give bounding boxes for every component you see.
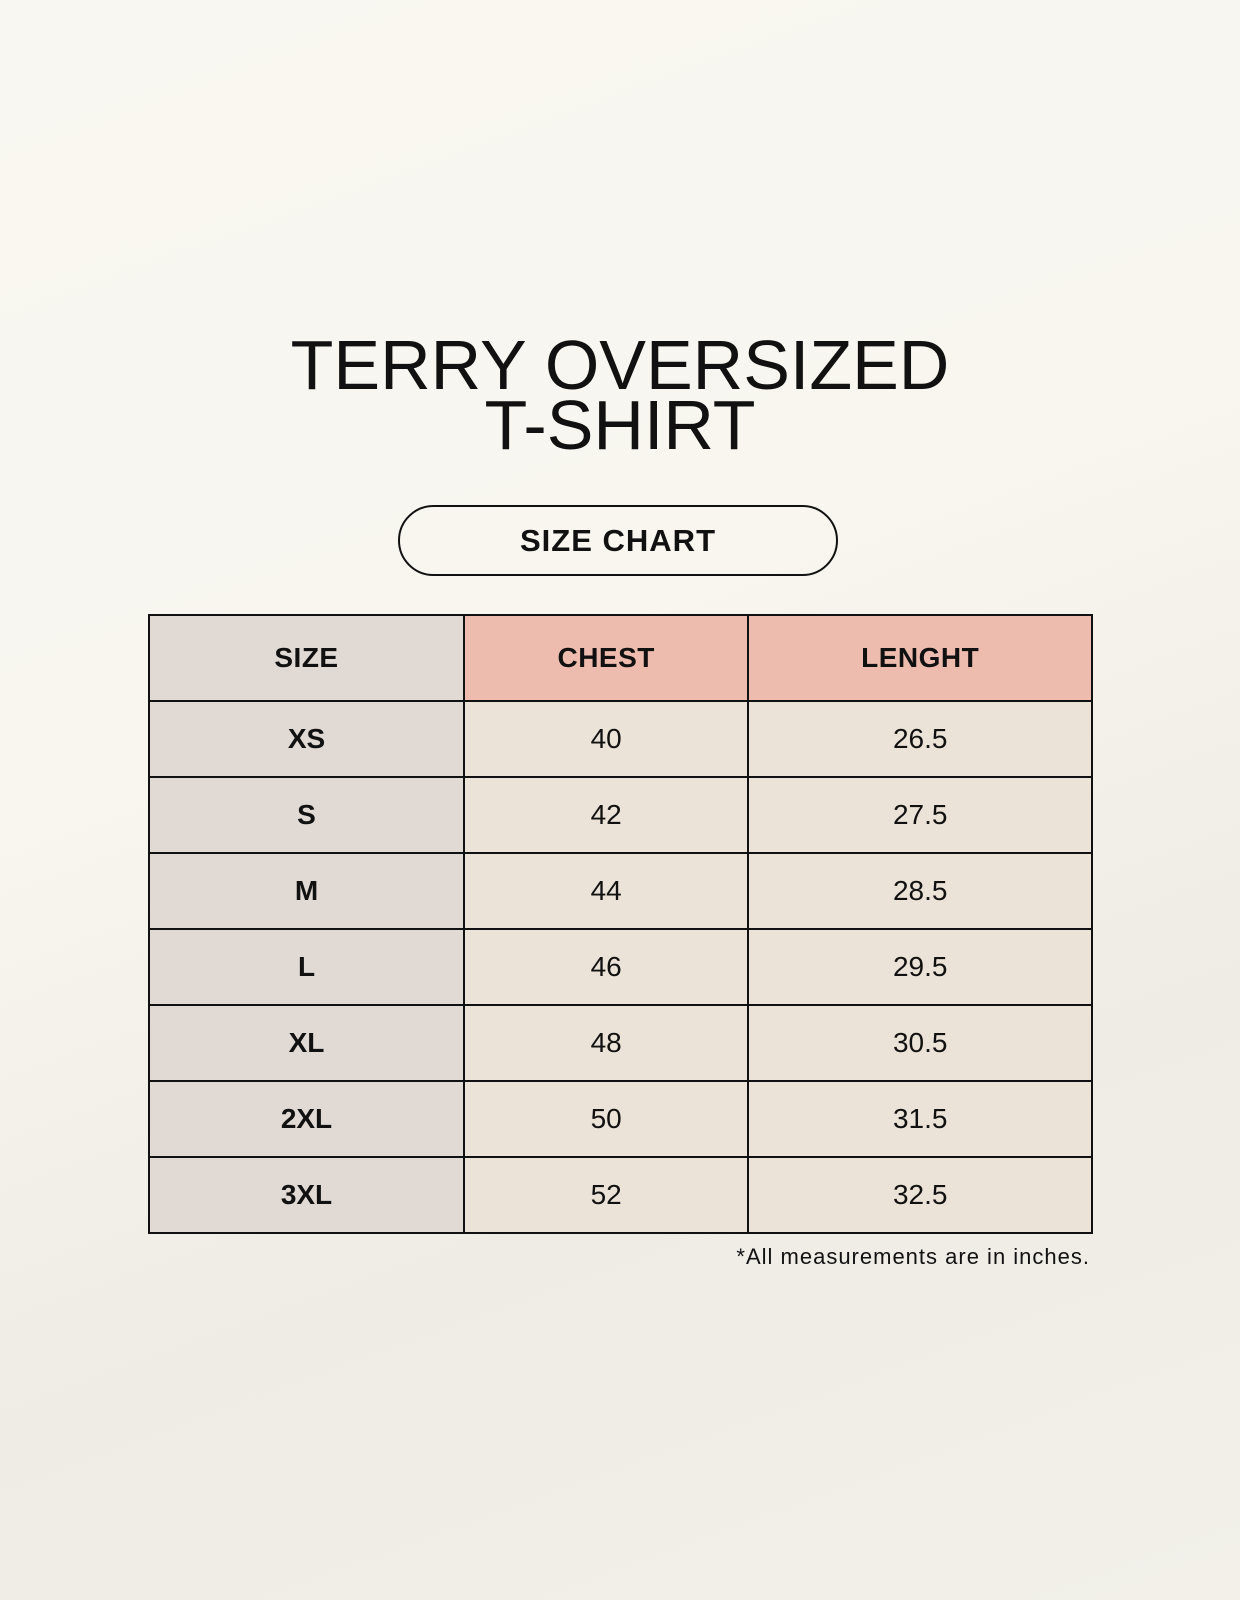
chest-cell: 42 xyxy=(462,776,750,854)
table-row: 2XL 50 31.5 xyxy=(148,1080,1093,1158)
header-chest: CHEST xyxy=(462,614,750,702)
size-cell: L xyxy=(148,928,465,1006)
length-cell: 28.5 xyxy=(747,852,1093,930)
footnote: *All measurements are in inches. xyxy=(736,1244,1090,1269)
chest-cell: 46 xyxy=(462,928,750,1006)
length-cell: 31.5 xyxy=(747,1080,1093,1158)
size-chart-badge: SIZE CHART xyxy=(398,505,838,576)
chest-cell: 48 xyxy=(462,1004,750,1082)
size-cell: 3XL xyxy=(148,1156,465,1234)
length-cell: 32.5 xyxy=(747,1156,1093,1234)
chest-cell: 52 xyxy=(462,1156,750,1234)
table-row: S 42 27.5 xyxy=(148,776,1093,854)
size-table: SIZE CHEST LENGHT XS 40 26.5 S 42 27.5 M 44 28.5… xyxy=(148,614,1093,1234)
length-cell: 27.5 xyxy=(747,776,1093,854)
chest-cell: 40 xyxy=(462,700,750,778)
title-line-1: TERRY OVERSIZED xyxy=(290,326,950,404)
table-header-row: SIZE CHEST LENGHT xyxy=(148,614,1093,702)
size-cell: XL xyxy=(148,1004,465,1082)
length-cell: 26.5 xyxy=(747,700,1093,778)
length-cell: 30.5 xyxy=(747,1004,1093,1082)
size-cell: 2XL xyxy=(148,1080,465,1158)
table-row: 3XL 52 32.5 xyxy=(148,1156,1093,1234)
size-cell: M xyxy=(148,852,465,930)
header-length: LENGHT xyxy=(747,614,1093,702)
chest-cell: 50 xyxy=(462,1080,750,1158)
length-cell: 29.5 xyxy=(747,928,1093,1006)
table-row: M 44 28.5 xyxy=(148,852,1093,930)
page-title: TERRY OVERSIZED T-SHIRT xyxy=(0,326,1240,464)
table-row: L 46 29.5 xyxy=(148,928,1093,1006)
chest-cell: 44 xyxy=(462,852,750,930)
size-cell: S xyxy=(148,776,465,854)
size-cell: XS xyxy=(148,700,465,778)
header-size: SIZE xyxy=(148,614,465,702)
title-line-2: T-SHIRT xyxy=(484,386,756,464)
table-row: XL 48 30.5 xyxy=(148,1004,1093,1082)
table-row: XS 40 26.5 xyxy=(148,700,1093,778)
